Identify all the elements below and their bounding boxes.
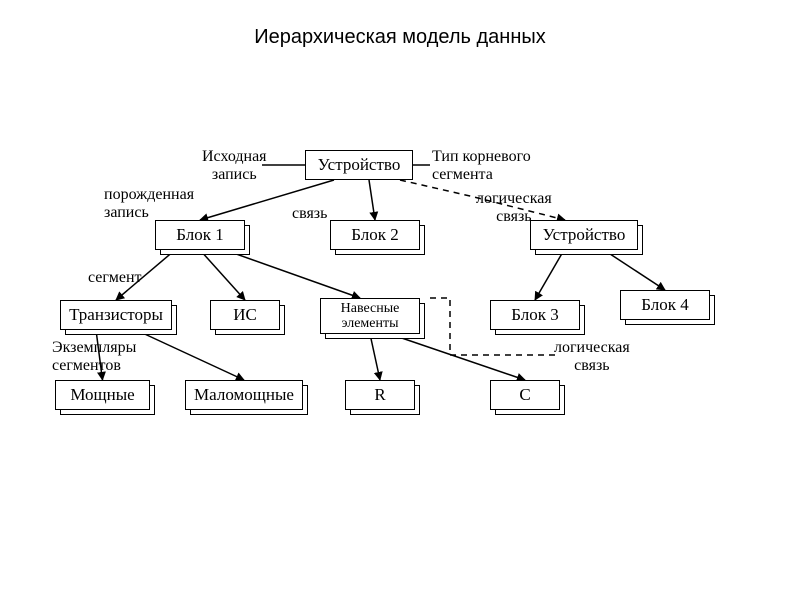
annotation-label-2: порожденная запись [104, 186, 194, 223]
node-malom: Маломощные [185, 380, 303, 410]
node-tranz: Транзисторы [60, 300, 172, 330]
node-blok2: Блок 2 [330, 220, 420, 250]
node-ic: ИС [210, 300, 280, 330]
annotation-label-0: Исходная запись [202, 148, 267, 185]
annotation-label-3: связь [292, 205, 327, 223]
page-title: Иерархическая модель данных [0, 26, 800, 49]
node-c: C [490, 380, 560, 410]
diagram-canvas: Иерархическая модель данных Устройство Бл… [0, 0, 800, 600]
annotation-label-5: сегмент [88, 269, 142, 287]
node-root: Устройство [305, 150, 413, 180]
node-r: R [345, 380, 415, 410]
node-blok1: Блок 1 [155, 220, 245, 250]
node-blok4: Блок 4 [620, 290, 710, 320]
node-blok3: Блок 3 [490, 300, 580, 330]
node-moshch: Мощные [55, 380, 150, 410]
annotation-label-7: логическая связь [554, 339, 630, 376]
annotation-label-1: Тип корневого сегмента [432, 148, 531, 185]
node-nav: Навесные элементы [320, 298, 420, 334]
annotation-label-6: Экземпляры сегментов [52, 339, 136, 376]
annotation-label-4: логическая связь [476, 190, 552, 227]
